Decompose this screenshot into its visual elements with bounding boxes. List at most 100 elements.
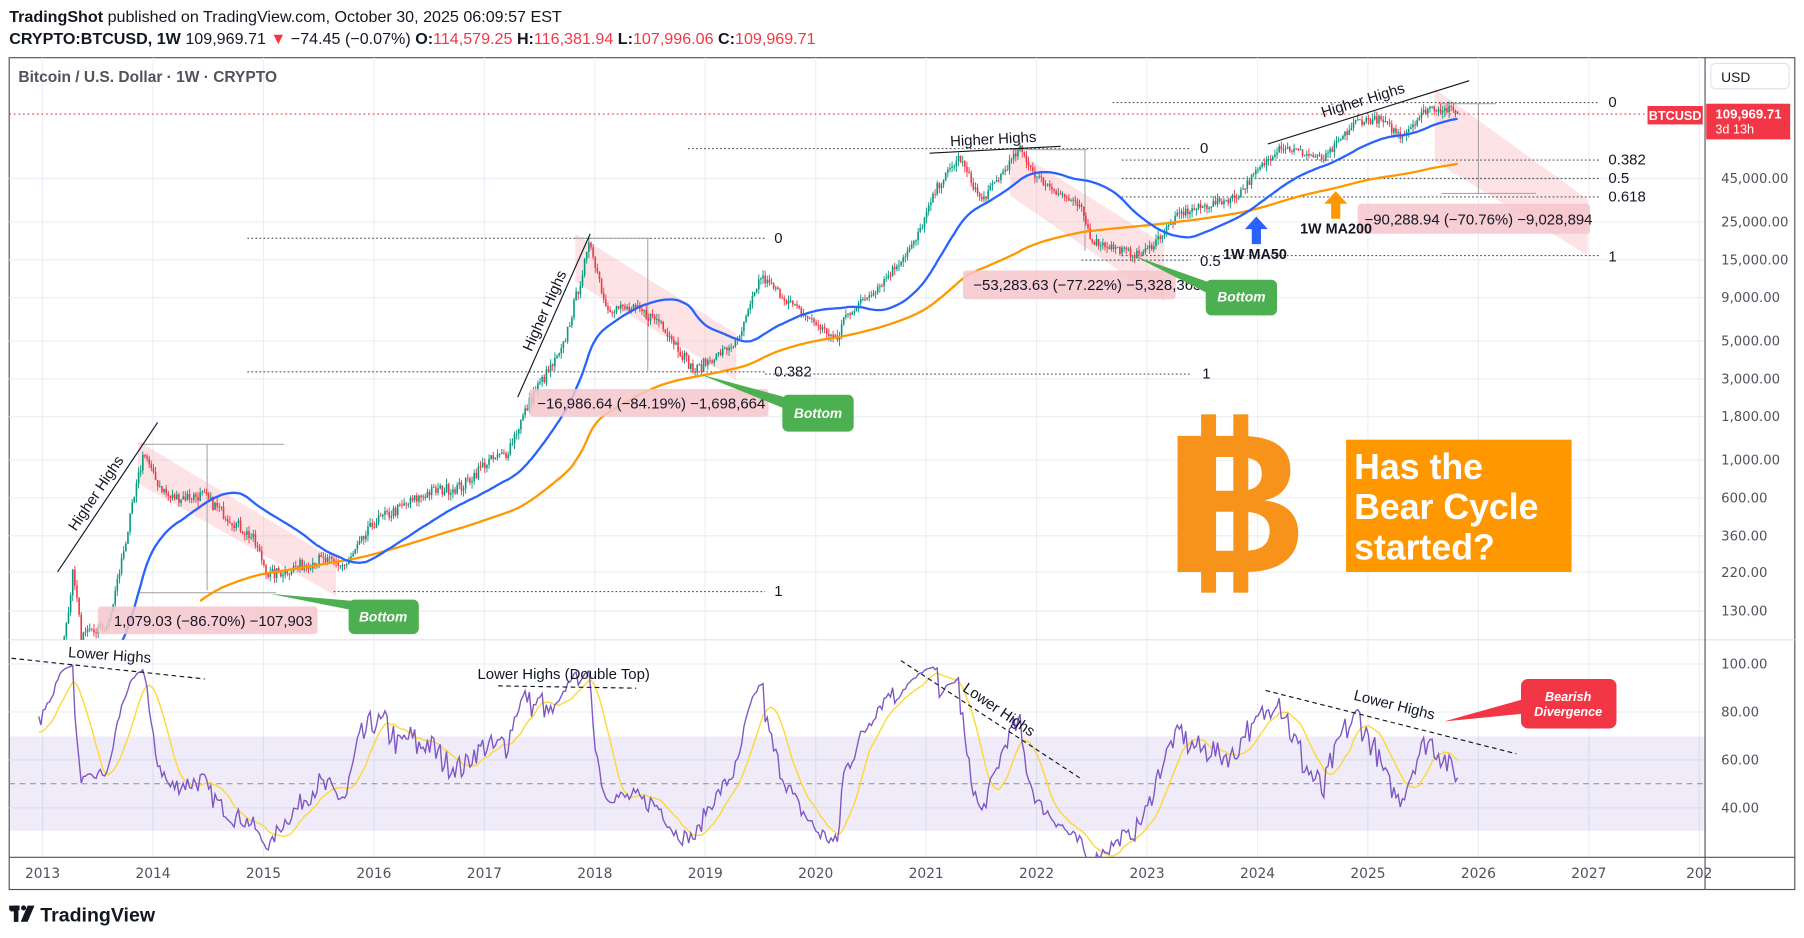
candle <box>1221 201 1223 205</box>
candle <box>95 632 97 634</box>
rsi-line[interactable] <box>38 664 1459 869</box>
candle <box>1395 128 1397 134</box>
candle <box>169 495 172 498</box>
price-tick: 15,000.00 <box>1721 253 1788 268</box>
publisher[interactable]: TradingShot <box>9 8 104 26</box>
tradingview-brand: TradingView <box>40 905 156 927</box>
candle <box>515 433 518 435</box>
candle <box>88 628 91 630</box>
candle <box>677 342 679 352</box>
fib-label: 0.382 <box>1608 152 1645 169</box>
candle <box>161 486 163 493</box>
ma50-label: 1W MA50 <box>1223 247 1287 263</box>
candle <box>445 484 448 492</box>
divergence-label: Divergence <box>1534 705 1602 719</box>
candle <box>1350 127 1353 130</box>
candle <box>1367 118 1370 120</box>
candle <box>679 351 682 356</box>
candle <box>388 511 391 518</box>
candle <box>1212 200 1215 207</box>
candle <box>271 568 274 572</box>
ma-arrows: 1W MA50 1W MA200 <box>1223 191 1372 263</box>
candle <box>1414 124 1416 126</box>
candle <box>152 468 155 472</box>
candle <box>1059 193 1062 195</box>
candle <box>462 488 465 491</box>
candle <box>129 513 131 532</box>
candle <box>700 364 703 373</box>
candle <box>460 482 463 491</box>
candle <box>917 231 919 241</box>
candle <box>1214 200 1217 205</box>
candle <box>1208 207 1210 209</box>
candle <box>254 533 257 546</box>
candle <box>1376 116 1378 124</box>
candle <box>537 383 539 391</box>
candle <box>755 289 758 293</box>
candle <box>617 306 620 309</box>
candle <box>613 312 616 314</box>
candle <box>299 559 301 567</box>
candle <box>1053 189 1055 192</box>
candle <box>1002 171 1004 174</box>
candle <box>1231 195 1234 199</box>
candle <box>1320 155 1323 160</box>
price-tick: 360.00 <box>1721 529 1767 544</box>
candle <box>896 266 898 270</box>
candle <box>1159 236 1162 240</box>
candle <box>1401 135 1404 139</box>
candle <box>226 519 229 522</box>
fib-label: 0 <box>1200 140 1208 157</box>
time-axis[interactable]: 2013 2014 2015 2016 2017 2018 2019 2020 2021 2022… <box>25 866 1712 882</box>
candle <box>785 300 788 304</box>
candle <box>726 347 728 351</box>
symbol-tag-label: BTCUSD <box>1649 109 1702 123</box>
candle <box>622 304 624 307</box>
candle <box>1201 206 1204 208</box>
candle <box>993 182 996 184</box>
candle <box>923 217 926 228</box>
candle <box>356 543 359 550</box>
up-arrow-icon <box>1324 191 1348 219</box>
candle <box>479 466 482 468</box>
candle <box>1412 124 1414 128</box>
candle <box>906 250 909 257</box>
price-axis[interactable]: 45,000.00 25,000.00 15,000.00 9,000.00 5,000… <box>1721 172 1788 816</box>
candle <box>341 564 344 566</box>
candle <box>1040 176 1043 178</box>
candle <box>443 491 446 495</box>
candle <box>456 485 458 494</box>
candle <box>156 480 159 487</box>
ma50-line[interactable] <box>32 117 1458 827</box>
candle <box>951 166 953 169</box>
candle <box>1123 247 1125 249</box>
candle <box>868 295 871 298</box>
candle <box>849 313 851 315</box>
candle <box>1305 153 1308 156</box>
candle <box>288 573 291 575</box>
price-tag <box>1706 103 1791 140</box>
candle <box>413 495 416 501</box>
down-arrow-icon: ▼ <box>266 30 286 48</box>
candle <box>1125 247 1128 250</box>
candle <box>250 537 252 539</box>
candle <box>246 531 248 535</box>
candle <box>1110 244 1113 250</box>
fib-label: 0.5 <box>1200 253 1221 270</box>
candle <box>184 496 187 501</box>
candle <box>114 590 117 605</box>
candle <box>426 491 429 498</box>
candle <box>690 363 692 369</box>
candle <box>1167 224 1170 227</box>
candle <box>1099 245 1102 247</box>
candle <box>825 328 828 335</box>
time-tick: 202 <box>1686 866 1712 882</box>
candle <box>209 496 212 499</box>
candle <box>1312 154 1314 158</box>
tradingview-logo[interactable]: 𝟏 TradingView <box>9 902 156 927</box>
candle <box>1014 153 1017 157</box>
currency-button[interactable] <box>1710 62 1790 90</box>
candle <box>207 493 210 499</box>
candle <box>1204 204 1206 207</box>
candle <box>365 535 367 540</box>
